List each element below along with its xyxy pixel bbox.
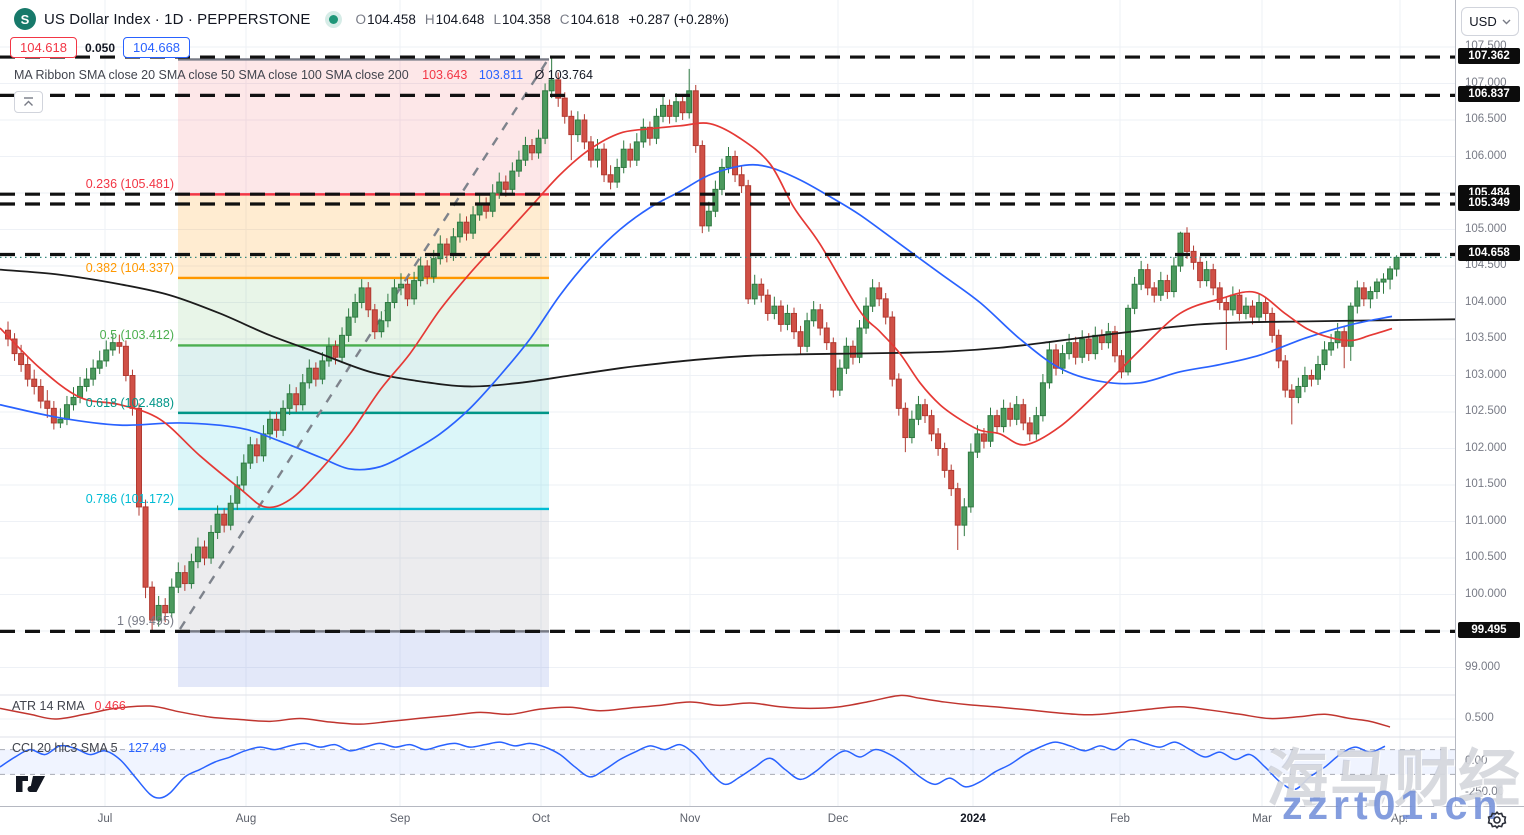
price-tick-label: 104.000 xyxy=(1465,295,1507,308)
symbol-title: US Dollar Index · 1D · PEPPERSTONE xyxy=(44,10,311,28)
ma-ribbon-average-value: Ø 103.764 xyxy=(534,68,593,82)
price-tick-label: 101.500 xyxy=(1465,478,1507,490)
fib-level-label: 0.382 (104.337) xyxy=(85,260,174,275)
ma-ribbon-sma20-value: 103.643 xyxy=(422,68,468,82)
price-tick-label: 102.000 xyxy=(1465,441,1507,454)
horizontal-alert-lines[interactable] xyxy=(0,55,1455,633)
fib-level-label: 0.5 (103.412) xyxy=(99,328,174,343)
time-tick-label: Nov xyxy=(679,813,701,825)
high-value: 104.648 xyxy=(435,11,485,27)
price-badge: 105.349 xyxy=(1458,195,1520,212)
time-tick-label: Sep xyxy=(389,813,411,825)
price-tick-label: 106.500 xyxy=(1465,113,1507,125)
open-label: O xyxy=(355,11,367,27)
fib-level-label: 0.618 (102.488) xyxy=(85,395,174,410)
price-tick-label: 99.000 xyxy=(1465,660,1501,673)
cci-value: 127.49 xyxy=(128,741,167,755)
ma-ribbon-legend[interactable]: MA Ribbon SMA close 20 SMA close 50 SMA … xyxy=(14,68,593,82)
close-value: 104.618 xyxy=(570,11,620,27)
low-value: 104.358 xyxy=(501,11,551,27)
tradingview-logo-icon[interactable] xyxy=(16,774,46,794)
ma-ribbon-label: MA Ribbon SMA close 20 SMA close 50 SMA … xyxy=(14,68,409,82)
price-tick-label: 104.500 xyxy=(1465,259,1507,271)
sma200-line xyxy=(0,268,1455,388)
price-tick-label: 107.000 xyxy=(1465,76,1507,89)
sma20-line xyxy=(0,122,1393,509)
price-badge: 104.658 xyxy=(1458,245,1520,262)
time-tick-label: Jul xyxy=(97,813,113,825)
time-axis[interactable]: Jul Aug Sep Oct Nov Dec 2024 Feb Mar Apr xyxy=(0,806,1524,835)
price-tick-label: 101.000 xyxy=(1465,514,1507,527)
price-badge: 99.495 xyxy=(1458,622,1520,639)
price-badge: 107.362 xyxy=(1458,48,1520,65)
price-badge: 106.837 xyxy=(1458,86,1520,103)
atr-label: ATR 14 RMA xyxy=(12,699,85,713)
price-axis[interactable]: 107.500 107.000 106.500 106.000 105.000 104.5… xyxy=(1455,0,1524,806)
cci-label: CCI 20 hlc3 SMA 5 xyxy=(12,741,118,755)
cci-legend[interactable]: CCI 20 hlc3 SMA 5 127.49 xyxy=(12,741,166,755)
atr-value: 0.466 xyxy=(94,699,126,713)
time-tick-label: Oct xyxy=(532,813,550,825)
high-label: H xyxy=(424,11,435,27)
spread-value: 0.050 xyxy=(85,40,116,55)
chart-canvas[interactable] xyxy=(0,0,1455,806)
watermark-cjk: 海马财经 xyxy=(1265,745,1522,814)
atr-legend[interactable]: ATR 14 RMA 0.466 xyxy=(12,699,126,713)
sma50-line xyxy=(0,163,1393,471)
bid-price-tag[interactable]: 104.618 xyxy=(10,37,77,58)
fib-retracement[interactable] xyxy=(178,58,549,687)
time-tick-label: Apr xyxy=(1391,813,1409,825)
symbol-legend[interactable]: S US Dollar Index · 1D · PEPPERSTONE O10… xyxy=(14,7,729,31)
fib-level-label: 0.236 (105.481) xyxy=(85,177,174,192)
price-tick-label: 106.000 xyxy=(1465,149,1507,162)
time-tick-label: Feb xyxy=(1110,813,1130,825)
chevron-up-icon xyxy=(24,97,33,106)
ma-ribbon-sma50-value: 103.811 xyxy=(478,68,524,82)
price-tick-label: 103.500 xyxy=(1465,332,1507,344)
indicator-tick-label: -250.00 xyxy=(1465,786,1505,798)
currency-label: USD xyxy=(1469,14,1497,29)
price-tick-label: 100.000 xyxy=(1465,587,1507,600)
time-tick-label: 2024 xyxy=(960,813,986,825)
fib-trend-line xyxy=(178,60,549,630)
indicator-tick-label: 0.500 xyxy=(1465,712,1494,724)
time-tick-label: Dec xyxy=(827,813,849,825)
cci-band xyxy=(0,749,1455,775)
currency-select-button[interactable]: USD xyxy=(1461,7,1519,36)
atr-line xyxy=(0,694,1391,728)
ohlc-values: O104.458 H104.648 L104.358 C104.618 +0.2… xyxy=(356,12,729,27)
price-tick-label: 100.500 xyxy=(1465,551,1507,563)
time-tick-label: Mar xyxy=(1252,813,1272,825)
close-label: C xyxy=(559,11,570,27)
chevron-down-icon xyxy=(1502,19,1511,24)
open-value: 104.458 xyxy=(367,11,416,27)
fib-level-label: 0.786 (101.172) xyxy=(85,491,174,506)
candlestick-series xyxy=(5,57,1400,631)
market-open-dot-icon xyxy=(328,14,338,24)
watermark-url: zzrt01.cn xyxy=(1282,782,1503,828)
fib-level-label: 1 (99.495) xyxy=(117,614,174,629)
price-tick-label: 105.000 xyxy=(1465,222,1507,235)
price-tick-label: 103.000 xyxy=(1465,368,1507,381)
bid-ask-tags: 104.618 0.050 104.668 xyxy=(10,37,191,58)
gear-icon[interactable] xyxy=(1486,809,1508,831)
price-tick-label: 102.500 xyxy=(1465,405,1507,417)
change-value: +0.287 (+0.28%) xyxy=(628,11,729,27)
indicator-tick-label: 0.00 xyxy=(1465,755,1488,767)
low-label: L xyxy=(493,11,501,27)
ask-price-tag[interactable]: 104.668 xyxy=(123,37,191,58)
time-tick-label: Aug xyxy=(235,813,257,825)
cci-line xyxy=(0,738,1386,799)
symbol-logo-icon: S xyxy=(14,8,36,30)
collapse-legend-button[interactable] xyxy=(14,91,43,113)
